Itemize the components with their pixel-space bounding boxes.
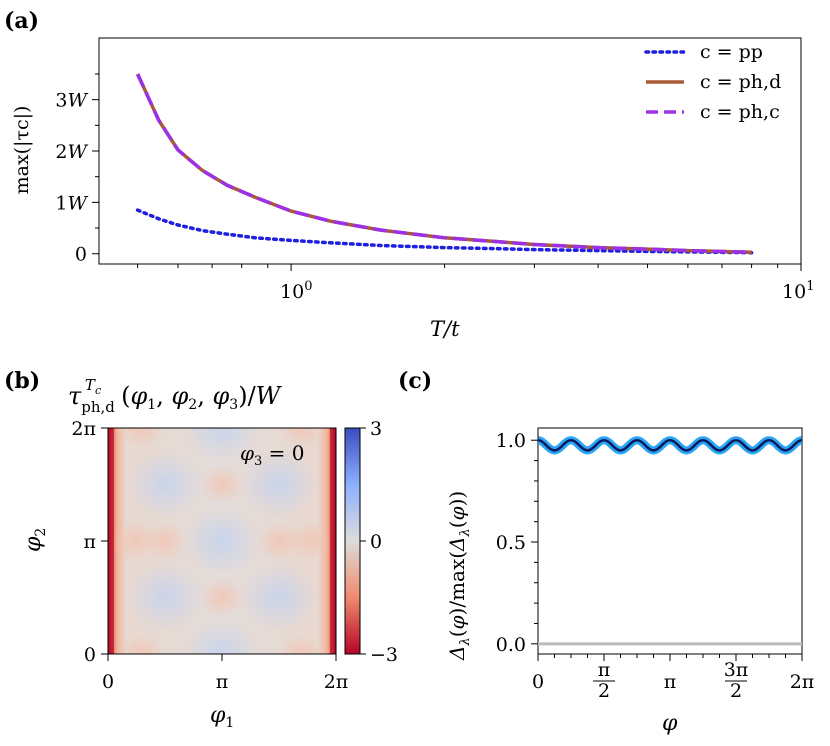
svg-text:2π: 2π — [790, 671, 815, 693]
heatmap-red-region-1 — [200, 577, 244, 618]
legend: c = pp c = ph,d c = ph,c — [644, 41, 781, 123]
heatmap-blue-region-0 — [127, 450, 203, 519]
heatmap-red-region-4 — [120, 428, 165, 448]
panel-a-plot: 0 1W 2W 3W c = pp c = ph,d c = ph,c — [55, 37, 802, 271]
heatmap-blue-region-4 — [184, 507, 260, 575]
legend-label-0: c = pp — [700, 41, 763, 63]
heatmap-blue-region-3 — [241, 563, 317, 632]
svg-text:3π: 3π — [724, 659, 749, 681]
panel-c-ylabel: Δλ(φ)/max(Δλ(φ)) — [445, 491, 473, 661]
svg-text:π: π — [598, 659, 611, 681]
heatmap-red-region-9 — [286, 521, 331, 561]
panel-a-xlabel: T/t — [430, 317, 460, 341]
heatmap-red-region-6 — [120, 634, 165, 654]
panel-b-ylabel: φ2 — [21, 528, 49, 552]
c-y-tick-label-1: 0.5 — [496, 532, 526, 554]
series-line-0 — [135, 208, 754, 255]
y-tick-label-0: 0 — [75, 244, 87, 266]
colorbar-gradient — [344, 427, 361, 655]
c-y-tick-label-2: 1.0 — [496, 430, 526, 452]
series-line-1 — [136, 73, 752, 254]
delta-line-inner — [538, 438, 802, 452]
svg-text:π: π — [664, 671, 677, 693]
heatmap-blue-region-5 — [184, 428, 260, 462]
heatmap-blue-region-6 — [184, 620, 260, 654]
heatmap-red-region-5 — [279, 428, 324, 448]
b-x-tick-label-0: 0 — [102, 671, 114, 693]
svg-text:0: 0 — [532, 671, 544, 693]
panel-c-frame — [537, 427, 803, 655]
legend-label-2: c = ph,c — [700, 101, 780, 123]
c-x-tick-label-2: π — [664, 671, 677, 693]
panel-b-title: τph,dTc (φ1, φ2, φ3)/W — [68, 376, 283, 416]
heatmap-left-edge — [108, 428, 114, 654]
colorbar-tick-label-0: 3 — [370, 418, 382, 440]
heatmap-right-edge — [330, 428, 336, 654]
panel-b-label: (b) — [4, 368, 40, 394]
b-y-tick-label-1: π — [84, 531, 97, 553]
panel-a-label: (a) — [4, 8, 39, 34]
c-x-tick-label-4: 2π — [790, 671, 815, 693]
svg-text:2: 2 — [730, 680, 742, 702]
c-x-tick-label-3: 3π2 — [724, 659, 749, 702]
heatmap-red-region-0 — [200, 464, 244, 505]
c-y-tick-label-0: 0.0 — [496, 634, 526, 656]
legend-label-1: c = ph,d — [700, 71, 781, 93]
c-x-tick-label-0: 0 — [532, 671, 544, 693]
heatmap-red-region-8 — [113, 521, 158, 561]
b-y-tick-label-2: 2π — [71, 418, 96, 440]
y-tick-label-2: 2W — [55, 141, 88, 163]
b-x-tick-label-2: 2π — [324, 671, 349, 693]
heatmap-blue-region-2 — [127, 563, 203, 632]
panel-b-heatmap: 0 π 2π 0 π 2π — [71, 418, 349, 693]
phi3-annotation: φ3 = 0 — [240, 441, 305, 469]
heatmap-blue-region-1 — [241, 450, 317, 519]
y-tick-label-1: 1W — [55, 192, 88, 214]
colorbar-tick-label-1: 0 — [370, 531, 382, 553]
b-x-tick-label-1: π — [216, 671, 229, 693]
panel-c-label: (c) — [398, 368, 432, 394]
b-y-tick-label-0: 0 — [84, 644, 96, 666]
x-tick-label-10-0: 100 — [280, 279, 312, 303]
y-tick-label-3: 3W — [55, 90, 88, 112]
heatmap-red-region-7 — [279, 634, 324, 654]
series-line-2 — [136, 73, 752, 254]
panel-b-xlabel: φ1 — [210, 703, 234, 731]
colorbar-tick-label-2: −3 — [370, 644, 398, 666]
x-tick-label-10-1: 101 — [782, 279, 814, 303]
c-x-tick-label-1: π2 — [593, 659, 616, 702]
colorbar: 3 0 −3 — [344, 418, 398, 666]
svg-text:2: 2 — [598, 680, 610, 702]
panel-a-ylabel: max(|τc|) — [11, 106, 33, 195]
panel-c-xlabel: φ — [662, 711, 678, 736]
